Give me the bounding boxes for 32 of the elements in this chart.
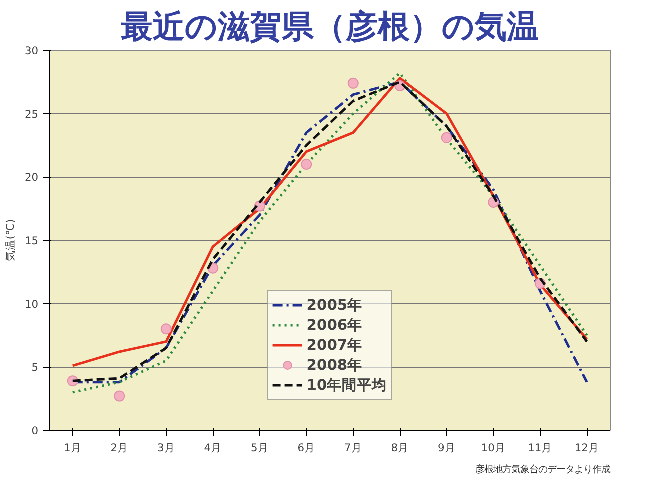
legend-label: 2008年 bbox=[306, 356, 363, 374]
x-tick-label: 5月 bbox=[250, 442, 269, 454]
legend-label: 2005年 bbox=[306, 296, 363, 314]
x-tick-label: 2月 bbox=[110, 442, 129, 454]
chart-title: 最近の滋賀県（彦根）の気温 bbox=[121, 8, 539, 46]
legend-label: 2006年 bbox=[306, 316, 363, 334]
y-tick-label: 30 bbox=[24, 44, 39, 58]
text: 彦根地方気象台のデータより作成 bbox=[476, 464, 610, 476]
y-tick-label: 15 bbox=[24, 234, 39, 248]
x-tick-label: 7月 bbox=[344, 442, 362, 454]
legend-label: 2007年 bbox=[306, 336, 363, 354]
y-tick-label: 5 bbox=[32, 361, 38, 374]
y-tick-label: 25 bbox=[24, 108, 39, 121]
legend-label: 10年間平均 bbox=[306, 376, 388, 394]
x-tick-label: 11月 bbox=[528, 442, 553, 454]
point bbox=[441, 132, 452, 144]
point bbox=[301, 159, 312, 170]
y-tick-label: 20 bbox=[24, 171, 39, 184]
x-tick-label: 4月 bbox=[204, 442, 222, 454]
y-tick-label: 10 bbox=[24, 298, 39, 311]
x-tick-label: 3月 bbox=[157, 442, 176, 454]
x-tick-label: 8月 bbox=[391, 442, 410, 454]
point bbox=[160, 324, 172, 335]
x-tick-label: 6月 bbox=[298, 442, 316, 454]
point bbox=[348, 78, 359, 89]
x-tick-label: 1月 bbox=[64, 442, 82, 454]
x-tick-label: 10月 bbox=[481, 442, 506, 454]
x-tick-label: 12月 bbox=[574, 442, 600, 454]
y-axis-title: 気温(℃) bbox=[4, 219, 17, 262]
point bbox=[114, 390, 126, 402]
x-tick-label: 9月 bbox=[438, 442, 456, 454]
y-tick-label: 0 bbox=[32, 424, 39, 438]
